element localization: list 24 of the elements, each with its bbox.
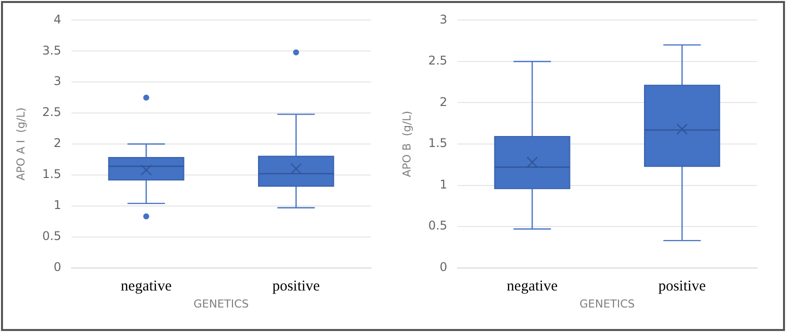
x-axis-title: GENETICS [194, 297, 249, 310]
y-tick-label: 0.5 [428, 218, 448, 233]
y-tick-label: 0 [440, 260, 448, 274]
y-tick-label: 1.5 [428, 136, 448, 150]
y-axis-title: APO A I (g/L) [14, 108, 28, 180]
y-tick-label: 2.5 [428, 54, 448, 68]
y-tick-label: 2.5 [42, 105, 62, 120]
x-tick-label: positive [658, 278, 706, 295]
y-axis-title: APO B (g/L) [400, 110, 414, 178]
y-tick-label: 3 [54, 74, 62, 88]
x-tick-label: negative [120, 278, 172, 295]
y-tick-label: 1 [54, 198, 62, 212]
y-tick-label: 0 [54, 260, 62, 274]
y-tick-label: 2 [54, 136, 62, 150]
x-tick-label: positive [272, 278, 320, 295]
x-tick-label: negative [506, 278, 558, 295]
y-tick-label: 4 [54, 12, 62, 26]
y-tick-label: 0.5 [42, 228, 62, 243]
x-axis-title: GENETICS [580, 297, 635, 310]
y-tick-label: 1 [440, 177, 448, 192]
y-tick-label: 3.5 [42, 43, 62, 58]
y-tick-label: 1.5 [42, 167, 62, 182]
y-tick-label: 2 [440, 94, 448, 109]
y-tick-label: 3 [440, 12, 448, 26]
